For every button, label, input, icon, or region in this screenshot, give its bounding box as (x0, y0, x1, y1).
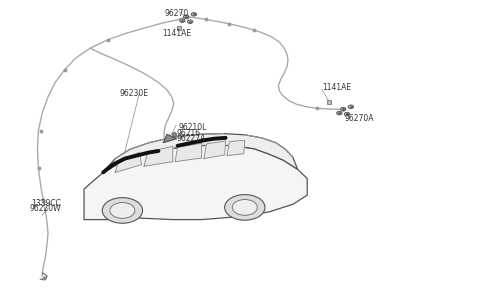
Circle shape (191, 13, 197, 16)
Text: 96227A: 96227A (177, 134, 206, 143)
Text: 96270: 96270 (165, 9, 189, 18)
Polygon shape (163, 134, 177, 143)
Circle shape (344, 112, 350, 116)
Polygon shape (204, 141, 226, 159)
Circle shape (340, 107, 346, 111)
Circle shape (336, 111, 342, 115)
Polygon shape (175, 143, 202, 162)
Text: 96210L: 96210L (179, 123, 207, 132)
Text: 96270A: 96270A (345, 114, 374, 123)
Text: 1339CC: 1339CC (31, 199, 61, 208)
Text: 1141AE: 1141AE (323, 83, 352, 92)
Text: 96216: 96216 (177, 129, 201, 138)
Polygon shape (84, 145, 307, 220)
Circle shape (110, 203, 135, 218)
Circle shape (102, 198, 143, 223)
Polygon shape (103, 134, 298, 172)
Circle shape (225, 195, 265, 220)
Text: 96230E: 96230E (119, 89, 148, 99)
Circle shape (348, 105, 354, 109)
Polygon shape (144, 146, 173, 166)
Circle shape (183, 15, 189, 19)
Circle shape (180, 19, 185, 22)
Text: 1141AE: 1141AE (162, 29, 191, 38)
Circle shape (232, 199, 257, 215)
Circle shape (187, 20, 193, 23)
Polygon shape (227, 140, 245, 156)
Text: 96220W: 96220W (30, 204, 61, 213)
Polygon shape (115, 152, 142, 172)
